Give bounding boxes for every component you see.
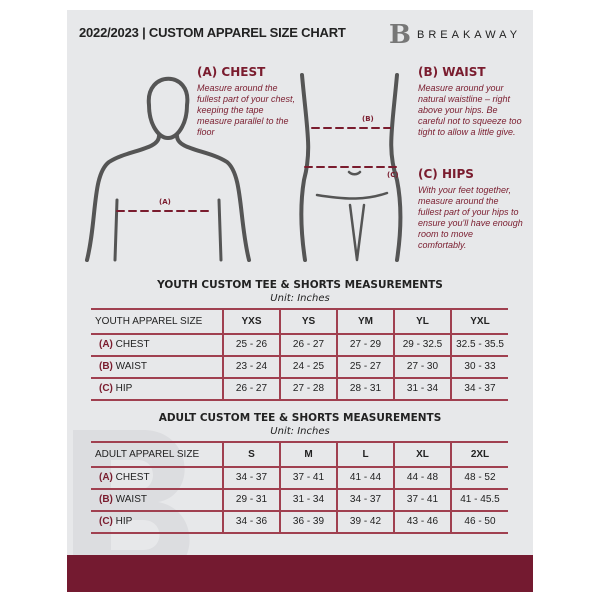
measurement-label: (C) HIP [91,511,223,534]
size-column-header: XL [393,442,451,468]
table-cell: 34 - 37 [450,378,508,401]
table-cell: 39 - 42 [336,511,394,534]
table-cell: 34 - 36 [222,511,280,534]
table-cell: 29 - 32.5 [393,334,451,357]
table-cell: 41 - 45.5 [450,489,508,512]
size-header: ADULT APPAREL SIZE [91,442,223,468]
measurement-label: (C) HIP [91,378,223,401]
measurement-label: (A) CHEST [91,334,223,357]
table-row: (C) HIP 34 - 36 36 - 39 39 - 42 43 - 46 46 - … [91,511,508,534]
hips-outline [299,73,403,262]
size-column-header: YL [393,309,451,335]
brand-logo: B BREAKAWAY [389,20,521,50]
table-cell: 24 - 25 [279,356,337,379]
table-cell: 27 - 28 [279,378,337,401]
table-cell: 48 - 52 [450,467,508,490]
size-column-header: 2XL [450,442,508,468]
table-row: (C) HIP 26 - 27 27 - 28 28 - 31 31 - 34 34 - … [91,378,508,401]
table-cell: 30 - 33 [450,356,508,379]
measurement-code: (A) [99,339,113,350]
table-cell: 37 - 41 [393,489,451,512]
table-cell: 23 - 24 [222,356,280,379]
table-cell: 31 - 34 [393,378,451,401]
size-column-header: YXS [222,309,280,335]
table-cell: 36 - 39 [279,511,337,534]
measurement-label: (A) CHEST [91,467,223,490]
measurement-code: (B) [99,361,113,372]
page-title: 2022/2023 | CUSTOM APPAREL SIZE CHART [79,25,346,40]
adult-size-table: ADULT APPAREL SIZE S M L XL 2XL (A) CHEST 34 - … [91,441,508,534]
hips-desc: With your feet together, measure around … [418,185,523,250]
youth-unit: Unit: Inches [270,293,330,304]
measurement-code: (C) [99,383,113,394]
waist-title: (B) WAIST [418,65,486,79]
table-cell: 29 - 31 [222,489,280,512]
table-cell: 26 - 27 [222,378,280,401]
measurement-name: CHEST [115,339,150,350]
hips-title: (C) HIPS [418,167,474,181]
body-diagram [85,73,403,262]
size-column-header: YS [279,309,337,335]
size-column-header: M [279,442,337,468]
table-cell: 34 - 37 [222,467,280,490]
torso-outline [85,134,251,262]
chest-marker: (A) [159,198,171,206]
table-cell: 32.5 - 35.5 [450,334,508,357]
measurement-name: WAIST [115,494,147,505]
table-cell: 25 - 27 [336,356,394,379]
size-chart-panel: 2022/2023 | CUSTOM APPAREL SIZE CHART B … [67,10,533,592]
size-column-header: YM [336,309,394,335]
hips-marker: (C) [387,171,399,179]
table-row: (B) WAIST 23 - 24 24 - 25 25 - 27 27 - 30 30 … [91,356,508,379]
logo-mark: B [389,20,411,50]
table-cell: 46 - 50 [450,511,508,534]
measurement-code: (B) [99,494,113,505]
measurement-name: HIP [115,516,133,527]
waist-marker: (B) [362,115,374,123]
table-header-row: YOUTH APPAREL SIZE YXS YS YM YL YXL [91,309,508,335]
table-cell: 28 - 31 [336,378,394,401]
youth-title: YOUTH CUSTOM TEE & SHORTS MEASUREMENTS [157,279,443,291]
adult-unit: Unit: Inches [270,426,330,437]
table-cell: 27 - 29 [336,334,394,357]
table-cell: 26 - 27 [279,334,337,357]
table-row: (A) CHEST 34 - 37 37 - 41 41 - 44 44 - 48 48 … [91,467,508,490]
waist-desc: Measure around your natural waistline – … [418,83,522,137]
table-cell: 34 - 37 [336,489,394,512]
size-header: YOUTH APPAREL SIZE [91,309,223,335]
measurement-name: CHEST [115,472,150,483]
brand-name: BREAKAWAY [416,29,522,41]
table-cell: 37 - 41 [279,467,337,490]
size-column-header: YXL [450,309,508,335]
chest-title: (A) CHEST [197,65,266,79]
measurement-code: (C) [99,516,113,527]
measurement-label: (B) WAIST [91,356,223,379]
table-cell: 25 - 26 [222,334,280,357]
youth-size-table: YOUTH APPAREL SIZE YXS YS YM YL YXL (A) CHEST 2… [91,308,508,401]
table-cell: 27 - 30 [393,356,451,379]
table-row: (A) CHEST 25 - 26 26 - 27 27 - 29 29 - 32.5 3… [91,334,508,357]
table-cell: 44 - 48 [393,467,451,490]
size-column-header: L [336,442,394,468]
table-header-row: ADULT APPAREL SIZE S M L XL 2XL [91,442,508,468]
chest-desc: Measure around the fullest part of your … [197,83,296,137]
table-cell: 41 - 44 [336,467,394,490]
table-cell: 31 - 34 [279,489,337,512]
measurement-name: HIP [115,383,133,394]
measurement-label: (B) WAIST [91,489,223,512]
footer-band [67,555,533,592]
size-column-header: S [222,442,280,468]
table-cell: 43 - 46 [393,511,451,534]
measurement-name: WAIST [115,361,147,372]
head-outline [146,76,190,141]
adult-title: ADULT CUSTOM TEE & SHORTS MEASUREMENTS [158,412,442,424]
table-row: (B) WAIST 29 - 31 31 - 34 34 - 37 37 - 41 41 … [91,489,508,512]
measurement-code: (A) [99,472,113,483]
